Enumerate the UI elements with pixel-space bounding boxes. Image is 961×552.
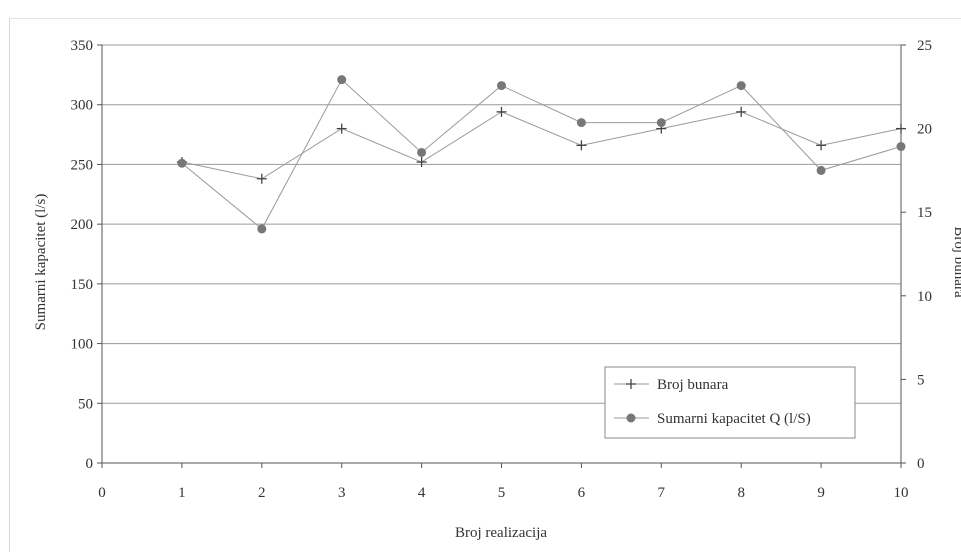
- x-tick-label: 10: [894, 485, 909, 501]
- circle-marker: [417, 147, 427, 157]
- circle-marker: [656, 118, 666, 128]
- y-left-tick-label: 0: [86, 456, 94, 472]
- y-right-tick-label: 25: [917, 38, 932, 54]
- circle-marker: [816, 165, 826, 175]
- y-left-tick-label: 250: [71, 157, 94, 173]
- x-axis-label: Broj realizacija: [455, 525, 547, 541]
- circle-marker: [497, 81, 506, 91]
- y-left-tick-label: 150: [71, 277, 94, 293]
- x-tick-label: 5: [498, 485, 506, 501]
- legend-box: [604, 366, 856, 439]
- legend-circle-marker: [626, 413, 636, 423]
- image-left-border: [9, 18, 10, 552]
- circle-marker: [736, 81, 746, 91]
- series-broj-bunara: [176, 106, 906, 184]
- x-tick-label: 0: [98, 485, 106, 501]
- y-left-tick-label: 100: [71, 337, 94, 353]
- y-right-tick-label: 0: [917, 456, 925, 472]
- x-tick-label: 9: [817, 485, 825, 501]
- y-axis-right-label: Broj bunara: [951, 226, 961, 298]
- y-left-tick-label: 50: [78, 396, 93, 412]
- axes: [97, 44, 906, 468]
- circle-marker: [576, 118, 586, 128]
- y-left-tick-label: 200: [71, 217, 94, 233]
- legend: Broj bunara Sumarni kapacitet Q (l/S): [604, 366, 856, 439]
- y-axis-left-label: Sumarni kapacitet (l/s): [33, 194, 49, 331]
- circle-marker: [337, 75, 347, 85]
- x-tick-label: 2: [258, 485, 266, 501]
- image-top-border: [9, 18, 961, 19]
- circle-marker: [896, 142, 906, 152]
- y-left-tick-label: 300: [71, 98, 94, 114]
- x-tick-label: 4: [418, 485, 426, 501]
- legend-label: Broj bunara: [657, 377, 729, 393]
- x-tick-label: 8: [737, 485, 745, 501]
- y-right-tick-label: 10: [917, 289, 932, 305]
- legend-label: Sumarni kapacitet Q (l/S): [657, 411, 811, 427]
- y-right-tick-label: 5: [917, 372, 925, 388]
- y-left-tick-label: 350: [71, 38, 94, 54]
- series-line: [181, 78, 902, 230]
- x-tick-label: 1: [178, 485, 186, 501]
- x-tick-label: 3: [338, 485, 346, 501]
- circle-marker: [257, 224, 267, 234]
- series-line: [181, 111, 902, 180]
- circle-marker: [177, 158, 187, 168]
- y-right-tick-label: 20: [917, 122, 932, 138]
- x-tick-label: 6: [578, 485, 586, 501]
- series-sumarni-kapacitet: [177, 75, 906, 234]
- x-tick-label: 7: [658, 485, 666, 501]
- series-group: [176, 75, 906, 234]
- y-right-tick-label: 15: [917, 205, 932, 221]
